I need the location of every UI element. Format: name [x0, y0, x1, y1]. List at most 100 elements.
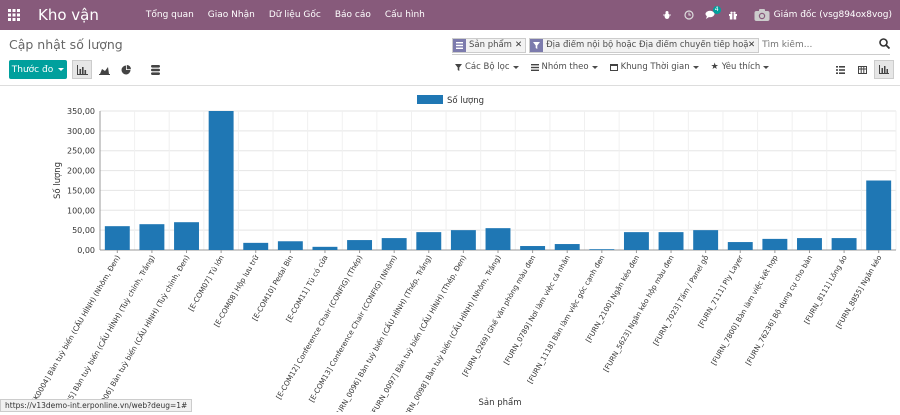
bar	[208, 111, 234, 250]
filter-icon	[455, 63, 462, 71]
caret-down-icon	[692, 65, 699, 69]
x-axis-label: Sản phẩm	[479, 397, 522, 408]
facet-value: Địa điểm nội bộ hoặc Địa điểm chuyển tiế…	[546, 40, 748, 50]
groupby-dropdown[interactable]: Nhóm theo	[530, 62, 598, 72]
clock-icon	[683, 10, 694, 20]
menu-item-master-data[interactable]: Dữ liệu Gốc	[268, 10, 321, 20]
legend-swatch	[417, 95, 443, 104]
bar	[381, 238, 407, 250]
area-chart-icon	[98, 66, 110, 75]
y-tick-label: 200,00	[67, 167, 95, 176]
y-tick-label: 250,00	[67, 147, 95, 156]
y-tick-label: 300,00	[67, 127, 95, 136]
gift-icon	[728, 11, 737, 20]
timeranges-label: Khung Thời gian	[620, 62, 690, 72]
search-facet-groupby[interactable]: Sản phẩm ✕	[452, 37, 527, 53]
search-facet-filter[interactable]: Địa điểm nội bộ hoặc Địa điểm chuyển tiế…	[529, 37, 760, 53]
measures-label: Thước đo	[11, 64, 54, 75]
bar-chart-icon	[76, 64, 88, 75]
y-tick-label: 0,00	[77, 246, 95, 255]
caret-down-icon	[763, 65, 770, 69]
bar	[623, 232, 649, 250]
x-tick-label: [FURN_5623] Ngăn kéo hộp màu đen	[601, 254, 675, 374]
filters-dropdown[interactable]: Các Bộ lọc	[455, 62, 519, 72]
menu-item-reporting[interactable]: Báo cáo	[334, 10, 371, 20]
bar	[727, 242, 753, 250]
pie-chart-button[interactable]	[116, 60, 136, 79]
table-icon	[857, 65, 867, 74]
user-menu[interactable]: Giám đốc (vsg894ox8vog)	[754, 8, 892, 22]
grid-icon	[8, 9, 20, 21]
caret-down-icon	[512, 65, 519, 69]
facet-value: Sản phẩm	[469, 40, 512, 50]
bar	[797, 238, 822, 250]
bar	[312, 246, 338, 250]
bug-icon	[662, 11, 671, 19]
apps-menu-button[interactable]	[0, 0, 28, 30]
bar-chart-button[interactable]	[72, 60, 92, 79]
bar	[831, 238, 857, 250]
x-tick-label: [FURN_7800] Bàn làm việc kết hợp	[709, 253, 780, 367]
graph-view-button[interactable]	[874, 60, 894, 79]
database-icon	[150, 64, 160, 75]
search-bar: Sản phẩm ✕ Địa điểm nội bộ hoặc Địa điểm…	[452, 36, 891, 55]
y-axis-label: Số lượng	[52, 162, 63, 199]
favorites-label: Yêu thích	[721, 62, 761, 72]
bar	[174, 222, 199, 250]
search-options: Các Bộ lọc Nhóm theo Khung Thời gian ★ Y…	[455, 62, 781, 72]
debug-button[interactable]	[656, 0, 678, 30]
timeranges-dropdown[interactable]: Khung Thời gian	[609, 62, 699, 72]
x-tick-label: [FURN_0269] Ghế văn phòng màu đen	[460, 254, 537, 379]
bar	[520, 246, 546, 250]
menu-item-configuration[interactable]: Cấu hình	[384, 10, 425, 20]
top-navbar: Kho vận Tổng quan Giao Nhận Dữ liệu Gốc …	[0, 0, 900, 30]
main-menu: Tổng quan Giao Nhận Dữ liệu Gốc Báo cáo …	[139, 10, 432, 20]
bar	[450, 230, 476, 250]
bar-chart-icon	[879, 65, 889, 74]
filters-label: Các Bộ lọc	[465, 62, 510, 72]
list-icon	[835, 65, 845, 74]
bar	[416, 232, 442, 250]
star-icon: ★	[710, 62, 719, 72]
avatar-icon	[754, 9, 770, 21]
bar	[277, 241, 303, 250]
activity-button[interactable]	[678, 0, 700, 30]
bar	[762, 238, 788, 250]
calendar-icon	[609, 64, 618, 71]
measures-dropdown-button[interactable]: Thước đo	[9, 60, 67, 79]
menu-item-overview[interactable]: Tổng quan	[145, 10, 194, 20]
navbar-right: 4 Giám đốc (vsg894ox8vog)	[656, 0, 900, 30]
bar	[589, 249, 615, 250]
stacked-button[interactable]	[145, 60, 165, 79]
page-title: Cập nhật số lượng	[9, 37, 123, 52]
y-tick-label: 350,00	[67, 107, 95, 116]
bar	[347, 240, 373, 250]
list-icon	[530, 63, 539, 71]
x-tick-label: [FURN_76236] Bộ dụng cụ cho bàn	[744, 254, 815, 367]
legend-label: Số lượng	[447, 95, 484, 106]
pivot-view-button[interactable]	[852, 60, 872, 79]
bar	[866, 180, 892, 250]
bar	[554, 244, 580, 250]
search-input[interactable]	[762, 40, 868, 50]
favorites-dropdown[interactable]: ★ Yêu thích	[711, 62, 770, 72]
bar	[693, 230, 719, 250]
close-icon[interactable]: ✕	[747, 40, 756, 50]
chart-type-switcher	[72, 60, 167, 79]
x-tick-label: [E-COM07] Tủ lớn	[186, 254, 225, 313]
status-bar-url: https://v13demo-int.erponline.vn/web?deu…	[0, 399, 193, 412]
gift-button[interactable]	[722, 0, 744, 30]
list-view-button[interactable]	[830, 60, 850, 79]
filter-icon	[530, 38, 544, 52]
app-title[interactable]: Kho vận	[38, 6, 99, 24]
search-icon[interactable]	[879, 38, 891, 52]
bar	[485, 228, 511, 250]
menu-item-transfers[interactable]: Giao Nhận	[207, 10, 255, 20]
line-chart-button[interactable]	[94, 60, 114, 79]
close-icon[interactable]: ✕	[514, 40, 523, 50]
bar	[658, 232, 684, 250]
bar	[139, 224, 165, 250]
messages-badge: 4	[712, 6, 721, 14]
y-tick-label: 100,00	[67, 206, 95, 215]
messaging-button[interactable]: 4	[700, 0, 722, 30]
